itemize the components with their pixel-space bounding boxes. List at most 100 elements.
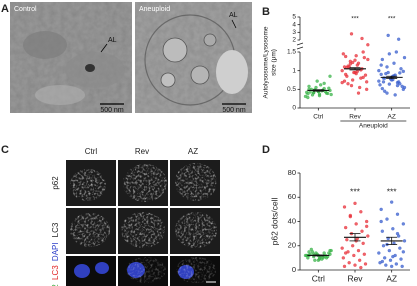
data-point [390,200,394,204]
row-label: LC3 [51,222,60,237]
data-point [360,229,364,233]
data-point [358,258,362,262]
channel-label: DAPI [51,242,60,261]
data-point [340,80,344,85]
data-point [349,83,354,88]
data-point [322,81,326,86]
column-label: Ctrl [85,147,98,156]
significance: *** [388,16,396,23]
em-images [10,2,252,113]
micrographs [66,160,220,286]
y-tick-label: 0 [292,105,296,112]
data-point [354,54,358,58]
data-point [312,91,316,95]
data-point [380,57,384,62]
y-tick-label: 5 [292,14,296,21]
scale-bar-label: 500 nm [100,107,124,114]
data-point [380,229,384,233]
data-point [348,62,352,66]
y-axis-title: p62 dots/cell [269,198,279,246]
data-point [401,222,405,226]
data-point [390,264,394,269]
y-tick-label: 1.5 [287,49,296,56]
image-label: Aneuploid [139,6,170,13]
data-point [398,71,402,75]
annotation: AL [229,12,238,19]
image-label: Control [14,6,37,13]
data-point [395,231,400,236]
data-point [340,246,344,250]
data-point [307,84,311,88]
data-point [354,222,358,226]
data-point [388,258,393,262]
data-point [329,92,333,97]
x-tick-label: Rev [347,273,363,283]
data-point [353,58,357,62]
data-point [377,69,381,73]
series [377,200,407,269]
data-point [327,86,331,90]
data-point [365,224,369,229]
y-tick-label: 0.5 [287,86,296,93]
data-point [391,255,395,259]
data-point [402,55,407,60]
data-point [317,256,322,260]
x-tick-label: AZ [388,114,396,121]
data-point [345,238,349,242]
data-point [306,95,310,100]
data-point [386,33,390,38]
data-point [314,85,318,90]
data-point [347,261,351,265]
data-point [319,83,323,87]
y-tick-label: 60 [288,192,296,201]
panel-label: B [262,6,270,18]
axis-break [296,42,304,46]
data-point [387,82,391,86]
y-axis-title: Autolysosome/Lysosome [263,26,270,98]
y-tick-label: 2 [292,37,296,44]
data-point [305,90,309,94]
data-point [355,69,359,74]
data-point [391,227,395,231]
data-point [394,262,398,266]
y-tick-label: 0 [292,265,296,274]
data-point [401,69,405,74]
y-tick-label: 1 [292,67,296,74]
data-point [387,248,391,253]
data-point [392,61,396,65]
data-point [352,253,356,258]
data-point [358,85,362,90]
x-tick-label: Rev [349,114,361,121]
y-tick-label: 20 [288,241,296,250]
data-point [399,257,403,261]
data-point [377,251,381,255]
data-point [317,92,322,96]
data-point [328,248,332,253]
data-point [351,60,355,65]
data-point [393,93,397,97]
data-point [351,244,355,248]
data-point [341,52,345,56]
data-point [378,83,382,87]
data-point [400,84,404,88]
data-point [359,210,363,214]
y-tick-label: 4 [292,21,296,28]
significance: *** [351,16,359,23]
column-label: AZ [188,147,198,156]
data-point [387,52,391,56]
data-point [384,263,388,267]
data-point [353,201,357,205]
data-point [365,87,369,91]
x-tick-label: Ctrl [312,273,325,283]
data-point [383,89,387,93]
data-point [349,32,354,36]
data-point [326,91,330,96]
data-point [362,252,366,256]
data-point [366,43,370,47]
data-point [366,234,370,238]
data-point [360,36,364,41]
data-point [385,217,389,221]
series [340,32,370,95]
data-point [315,79,319,83]
data-point [384,72,388,76]
